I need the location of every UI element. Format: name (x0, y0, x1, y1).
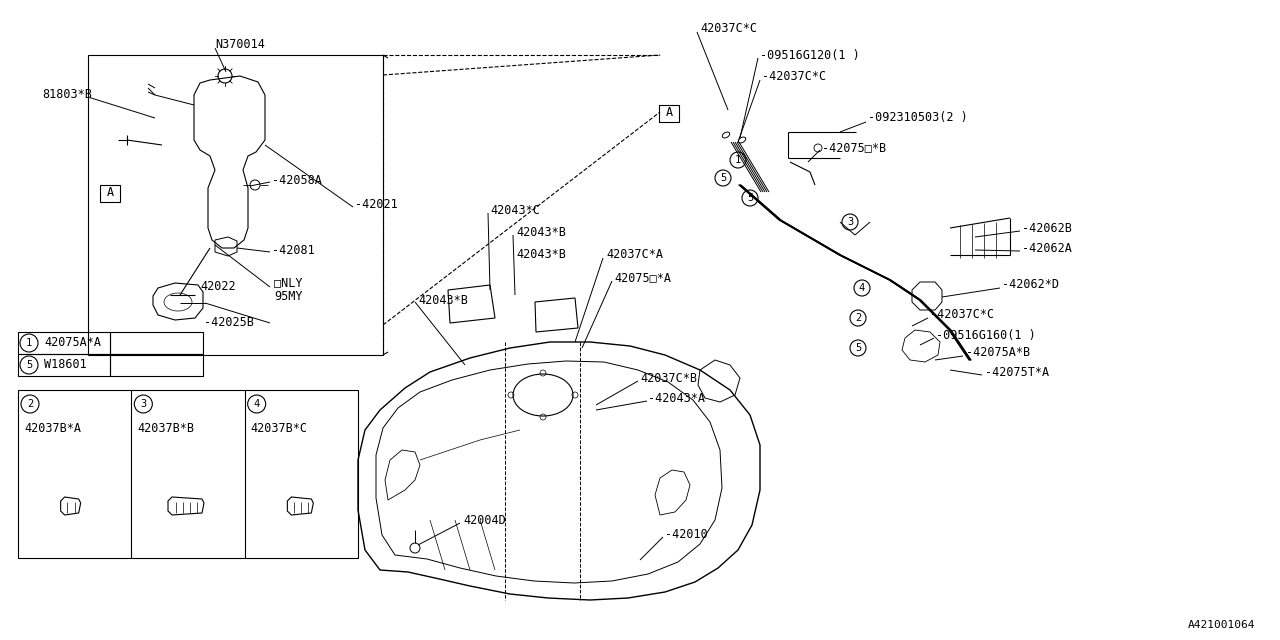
Text: 2: 2 (27, 399, 33, 409)
Text: 95MY: 95MY (274, 291, 302, 303)
Text: -42025B: -42025B (204, 316, 253, 328)
Bar (110, 332, 204, 354)
Text: A: A (666, 106, 672, 120)
Bar (659, 105, 678, 122)
Text: 42043*B: 42043*B (419, 294, 468, 307)
Text: 42043*B: 42043*B (516, 248, 566, 262)
Text: □NLY: □NLY (274, 276, 302, 289)
Text: 3: 3 (141, 399, 146, 409)
Bar (100, 185, 120, 202)
Bar (88, 55, 383, 355)
Text: 1: 1 (735, 155, 741, 165)
Text: -42010: -42010 (666, 527, 708, 541)
Text: 4: 4 (859, 283, 865, 293)
Text: -42058A: -42058A (273, 173, 321, 186)
Bar (18, 390, 358, 558)
Text: 3: 3 (847, 217, 854, 227)
Text: 5: 5 (719, 173, 726, 183)
Text: -092310503(2 ): -092310503(2 ) (868, 111, 968, 125)
Text: N370014: N370014 (215, 38, 265, 51)
Text: 5: 5 (855, 343, 861, 353)
Text: 42004D: 42004D (463, 513, 506, 527)
Text: -42062B: -42062B (1021, 221, 1071, 234)
Text: 81803*B: 81803*B (42, 88, 92, 102)
Text: -42081: -42081 (273, 243, 315, 257)
Text: A: A (106, 186, 114, 200)
Bar (18, 354, 110, 376)
Text: W18601: W18601 (44, 358, 87, 371)
Text: -42021: -42021 (355, 198, 398, 211)
Text: 42037B*A: 42037B*A (24, 422, 81, 435)
Text: -09516G120(1 ): -09516G120(1 ) (760, 49, 860, 61)
Text: 42022: 42022 (200, 280, 236, 292)
Text: A421001064: A421001064 (1188, 620, 1254, 630)
Text: -42062*D: -42062*D (1002, 278, 1059, 291)
Text: 42037C*B: 42037C*B (640, 371, 698, 385)
Text: -42075A*B: -42075A*B (966, 346, 1030, 360)
Text: -42075□*B: -42075□*B (822, 141, 886, 154)
Text: -09516G160(1 ): -09516G160(1 ) (936, 328, 1036, 342)
Text: 42075A*A: 42075A*A (44, 337, 101, 349)
Text: 2: 2 (855, 313, 861, 323)
Text: -42062A: -42062A (1021, 241, 1071, 255)
Text: 5: 5 (746, 193, 753, 203)
Text: 5: 5 (26, 360, 32, 370)
Text: -42075T*A: -42075T*A (986, 365, 1050, 378)
Text: -42043*A: -42043*A (648, 392, 705, 404)
Text: 42043*B: 42043*B (516, 225, 566, 239)
Text: -42037C*C: -42037C*C (762, 70, 826, 83)
Text: 42043*C: 42043*C (490, 204, 540, 216)
Text: 42075□*A: 42075□*A (614, 271, 671, 285)
Text: 42037B*C: 42037B*C (251, 422, 307, 435)
Text: -42037C*C: -42037C*C (931, 308, 995, 321)
Text: 4: 4 (253, 399, 260, 409)
Text: 42037C*C: 42037C*C (700, 22, 756, 35)
Text: 1: 1 (26, 338, 32, 348)
Bar (110, 354, 204, 376)
Bar (18, 332, 110, 354)
Text: 42037B*B: 42037B*B (137, 422, 195, 435)
Text: 42037C*A: 42037C*A (605, 248, 663, 262)
